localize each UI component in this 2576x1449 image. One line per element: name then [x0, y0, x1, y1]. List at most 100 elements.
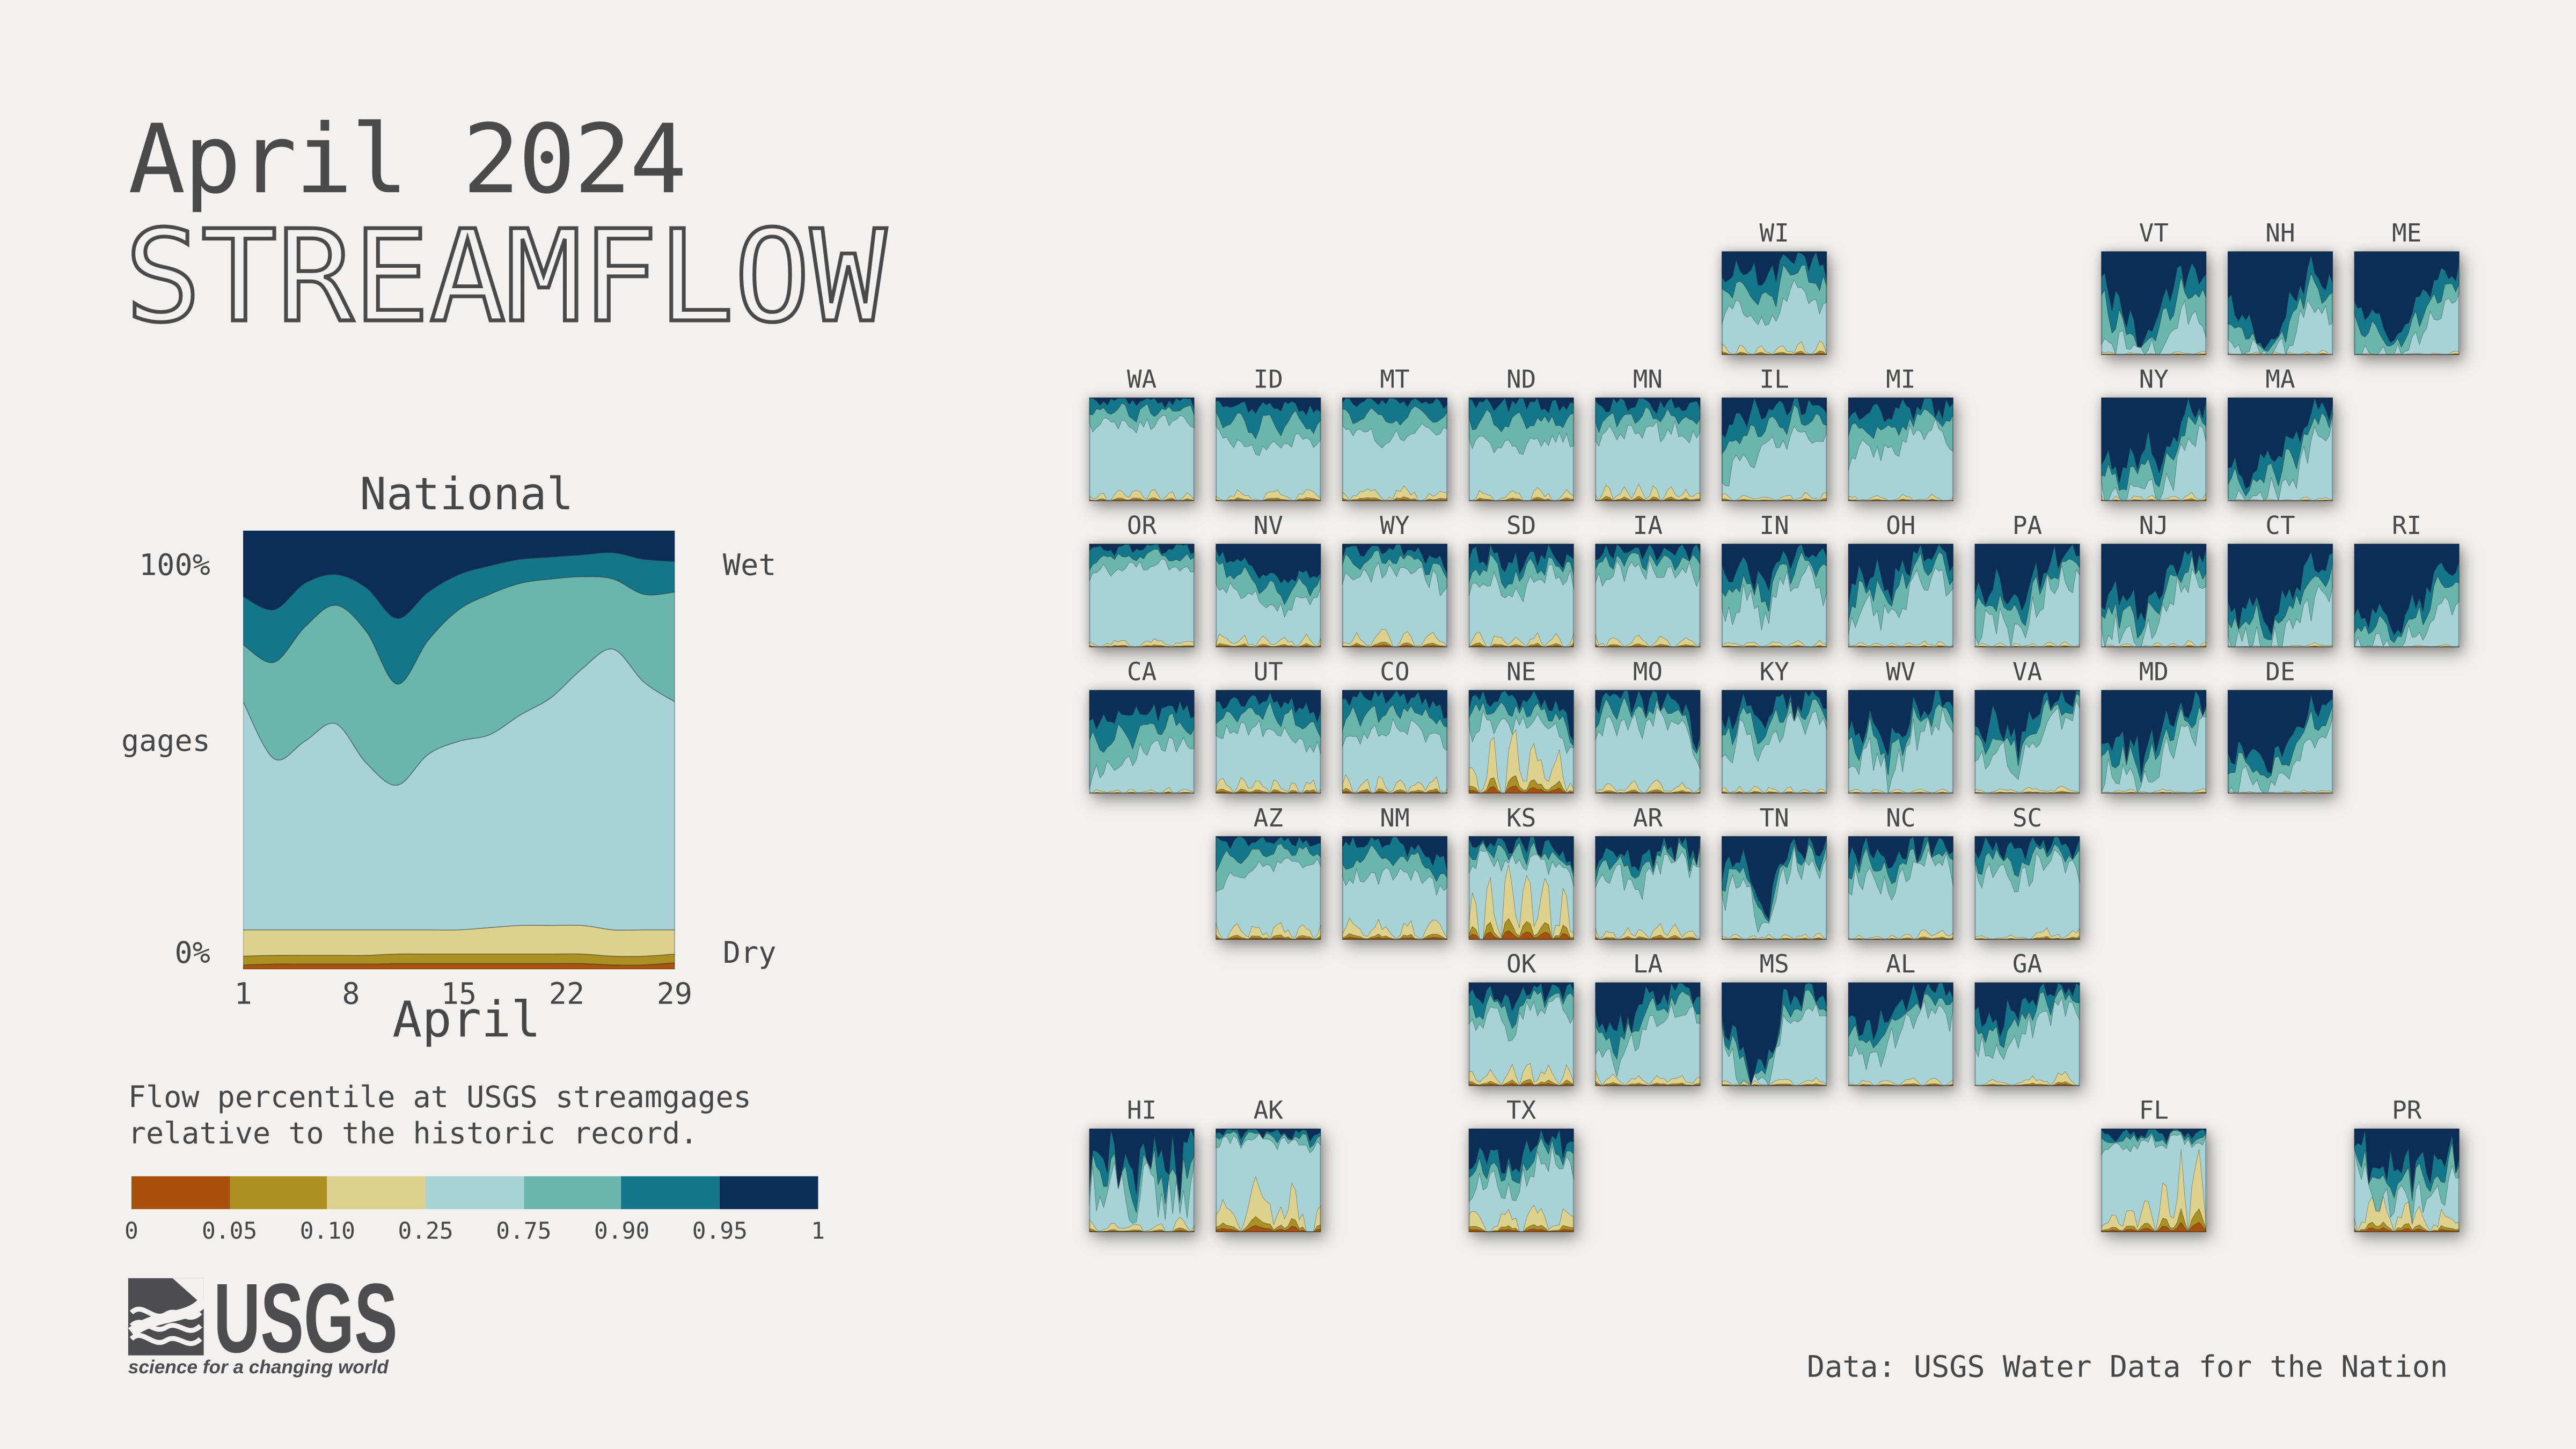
- area-band: [1974, 690, 2080, 759]
- state-chart-NC: [1848, 836, 1953, 940]
- state-chart-IL: [1722, 397, 1827, 501]
- state-chart-TX: [1468, 1129, 1574, 1232]
- tile-border: [2101, 397, 2207, 501]
- tile-border: [1089, 1129, 1195, 1232]
- legend-tick-1: 1: [811, 1219, 825, 1246]
- area-band: [2227, 354, 2333, 355]
- area-band: [2227, 353, 2333, 355]
- state-chart-HI: [1089, 1129, 1195, 1232]
- tile-border: [1722, 397, 1827, 501]
- area-band: [1216, 645, 1321, 648]
- state-chart-RI: [2354, 544, 2460, 648]
- dry-annotation: Dry: [722, 936, 777, 971]
- usgs-tagline: science for a changing world: [128, 1358, 389, 1379]
- area-band: [1342, 791, 1447, 794]
- state-chart-WA: [1089, 397, 1195, 501]
- state-tile-CO: [1342, 690, 1447, 794]
- area-band: [1722, 492, 1827, 501]
- area-band: [2101, 793, 2207, 794]
- national-streamflow-chart: [243, 530, 675, 970]
- state-tile-OK: [1468, 982, 1574, 1086]
- area-band: [2101, 646, 2207, 648]
- area-band: [1722, 350, 1827, 355]
- state-tile-OR: [1089, 544, 1195, 648]
- tile-border: [1848, 982, 1953, 1086]
- area-band: [1848, 544, 1953, 607]
- tile-border: [1974, 982, 2080, 1086]
- state-tile-TX: [1468, 1129, 1574, 1232]
- area-band: [1595, 544, 1701, 562]
- area-band: [1722, 353, 1827, 355]
- state-label-MO: MO: [1633, 657, 1663, 687]
- area-band: [1468, 1204, 1574, 1232]
- state-chart-PA: [1974, 544, 2080, 648]
- state-chart-WV: [1848, 690, 1953, 794]
- area-band: [1595, 923, 1701, 940]
- state-chart-NY: [2101, 397, 2207, 501]
- state-tile-WV: [1848, 690, 1953, 794]
- area-band: [243, 530, 675, 619]
- state-chart-MN: [1595, 397, 1701, 501]
- tile-border: [1468, 397, 1574, 501]
- state-tile-NV: [1216, 544, 1321, 648]
- state-label-TX: TX: [1506, 1095, 1536, 1125]
- y-axis-label-100: 100%: [139, 548, 210, 583]
- area-band: [1216, 1225, 1321, 1232]
- tile-border: [1342, 544, 1447, 648]
- area-band: [1468, 690, 1574, 742]
- tile-border: [1848, 544, 1953, 648]
- state-label-VA: VA: [2012, 657, 2043, 687]
- state-label-FL: FL: [2139, 1095, 2169, 1125]
- area-band: [1089, 544, 1195, 557]
- state-tile-MA: [2227, 397, 2333, 501]
- area-band: [1848, 793, 1953, 794]
- state-label-MN: MN: [1633, 364, 1663, 394]
- state-label-OR: OR: [1126, 511, 1157, 541]
- tile-border: [1342, 836, 1447, 940]
- area-band: [1468, 1082, 1574, 1086]
- state-chart-IN: [1722, 544, 1827, 648]
- usgs-logo-text: USGS: [214, 1278, 398, 1357]
- area-band: [1722, 690, 1827, 731]
- tile-border: [2101, 544, 2207, 648]
- area-band: [1089, 1230, 1195, 1232]
- area-band: [1216, 1131, 1321, 1154]
- state-tile-NH: [2227, 251, 2333, 355]
- area-band: [1595, 499, 1701, 501]
- area-band: [1342, 690, 1447, 719]
- wet-annotation: Wet: [722, 548, 777, 583]
- state-chart-OH: [1848, 544, 1953, 648]
- tile-border: [1722, 836, 1827, 940]
- area-band: [2227, 397, 2333, 489]
- usgs-logo: USGS: [128, 1278, 398, 1357]
- state-label-VT: VT: [2139, 218, 2169, 248]
- tile-border: [1089, 690, 1195, 794]
- state-chart-MS: [1722, 982, 1827, 1086]
- state-tile-WA: [1089, 397, 1195, 501]
- area-band: [2354, 647, 2460, 648]
- area-band: [1722, 251, 1827, 286]
- state-tile-VA: [1974, 690, 2080, 794]
- area-band: [1468, 544, 1574, 575]
- area-band: [1468, 1129, 1574, 1174]
- legend-tick-0.95: 0.95: [692, 1219, 748, 1246]
- state-chart-FL: [2101, 1129, 2207, 1232]
- tile-border: [1848, 397, 1953, 501]
- state-label-AZ: AZ: [1253, 803, 1283, 833]
- state-label-ND: ND: [1506, 364, 1536, 394]
- state-label-AL: AL: [1886, 949, 1916, 979]
- area-band: [1468, 499, 1574, 501]
- state-label-IA: IA: [1633, 511, 1663, 541]
- state-chart-CA: [1089, 690, 1195, 794]
- tile-border: [2227, 690, 2333, 794]
- state-chart-TN: [1722, 836, 1827, 940]
- area-band: [1216, 1129, 1321, 1142]
- area-band: [1595, 937, 1701, 940]
- tile-border: [1468, 1129, 1574, 1232]
- area-band: [1216, 836, 1321, 850]
- state-label-MA: MA: [2265, 364, 2295, 394]
- area-band: [2354, 1129, 2460, 1193]
- state-label-WA: WA: [1126, 364, 1157, 394]
- state-label-NM: NM: [1380, 803, 1410, 833]
- state-label-KY: KY: [1759, 657, 1789, 687]
